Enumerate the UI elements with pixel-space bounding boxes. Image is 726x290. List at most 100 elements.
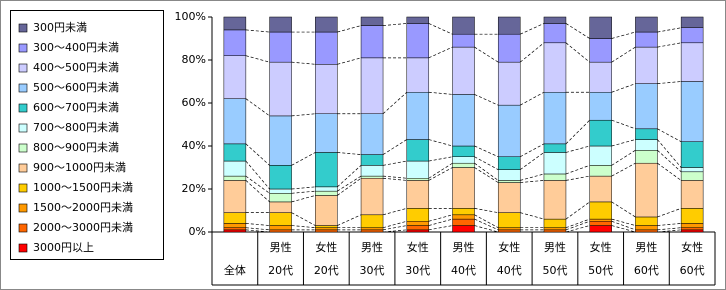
bar-segment <box>680 81 704 142</box>
connector <box>291 212 316 226</box>
connector <box>611 139 636 147</box>
bar-segment <box>315 186 338 192</box>
bar-segment <box>269 225 292 231</box>
bar-segment <box>406 139 430 162</box>
bar-segment <box>635 46 658 84</box>
bar-segment <box>269 201 292 213</box>
x-tick-label: 50代 <box>542 264 567 277</box>
bar-segment <box>635 128 658 140</box>
bar-segment <box>635 31 658 48</box>
connector <box>474 225 499 233</box>
bar-segment <box>406 208 430 222</box>
legend-label: 500～600円未満 <box>33 81 119 94</box>
bar-segment <box>680 27 704 44</box>
bar-segment <box>543 180 567 220</box>
bar-segment <box>315 113 338 153</box>
connector <box>291 225 316 229</box>
connector <box>245 160 270 190</box>
bar-segment <box>589 221 612 226</box>
legend-label: 400～500円未満 <box>33 61 119 74</box>
bar-segment <box>497 169 521 181</box>
legend-box <box>10 10 164 260</box>
bar-segment <box>589 225 612 233</box>
connector <box>382 91 408 115</box>
bar-segment <box>315 227 338 231</box>
y-tick-label: 80% <box>182 53 206 66</box>
connector <box>383 175 407 179</box>
legend-label: 2000～3000円未満 <box>33 221 133 234</box>
bar-segment <box>543 173 567 181</box>
connector <box>611 31 636 39</box>
connector <box>245 223 270 226</box>
connector <box>520 91 545 106</box>
y-tick-label: 20% <box>182 182 206 195</box>
bar-segment <box>497 182 521 213</box>
connector <box>428 91 453 95</box>
bar-segment <box>406 225 430 231</box>
connector <box>428 218 453 226</box>
bar-segment <box>452 208 475 216</box>
connector <box>291 195 316 203</box>
x-tick-label: 20代 <box>314 264 339 277</box>
y-tick-label: 60% <box>182 96 206 109</box>
y-tick-label: 0% <box>189 225 206 238</box>
bar-segment <box>589 201 612 220</box>
bar-segment <box>406 23 430 59</box>
connector <box>611 220 636 231</box>
connector <box>428 156 453 162</box>
connector <box>657 223 682 226</box>
connector <box>382 160 407 166</box>
bar-segment <box>223 16 247 31</box>
connector <box>428 139 453 147</box>
bar-segment <box>635 16 658 33</box>
legend-swatch <box>18 163 28 173</box>
connector <box>474 156 499 170</box>
bar-segment <box>589 145 612 166</box>
y-tick-label: 100% <box>175 10 206 23</box>
connector <box>291 190 316 194</box>
legend-swatch <box>18 123 28 133</box>
bar-segment <box>360 229 384 233</box>
connector <box>382 225 407 231</box>
connector <box>291 113 316 117</box>
bar-segment <box>360 165 384 177</box>
connector <box>565 225 590 233</box>
legend-swatch <box>18 243 28 253</box>
bar-segment <box>269 115 292 166</box>
connector <box>657 27 682 33</box>
bar-segment <box>315 225 338 228</box>
bar-segment <box>315 152 338 188</box>
connector <box>245 227 270 231</box>
connector <box>520 173 545 181</box>
bar-segment <box>589 16 612 39</box>
x-tick-label: 60代 <box>680 264 705 277</box>
bar-segment <box>452 156 475 164</box>
connector <box>383 23 407 26</box>
x-tick-label: 40代 <box>451 264 476 277</box>
connector <box>474 208 499 213</box>
bar-segment <box>497 61 521 106</box>
bar-segment <box>269 212 292 226</box>
connector <box>520 23 545 35</box>
bar-segment <box>223 55 247 99</box>
connector <box>474 218 499 231</box>
connector <box>657 139 682 168</box>
bar-segment <box>452 94 475 147</box>
x-tick-label: 30代 <box>360 264 385 277</box>
bar-segment <box>269 61 292 117</box>
connector <box>291 186 316 190</box>
bar-segment <box>452 46 475 95</box>
bar-segment <box>360 57 384 114</box>
bar-segment <box>223 98 247 145</box>
bar-segment <box>452 16 475 35</box>
bar-segment <box>223 212 247 224</box>
x-tick-label: 男性 <box>270 240 292 254</box>
x-tick-label: 女性 <box>681 240 703 254</box>
legend-label: 900～1000円未満 <box>33 161 126 174</box>
bar-segment <box>269 193 292 203</box>
connector <box>291 152 316 166</box>
bar-segment <box>543 152 567 175</box>
connector <box>520 143 545 158</box>
bar-segment <box>269 16 292 33</box>
